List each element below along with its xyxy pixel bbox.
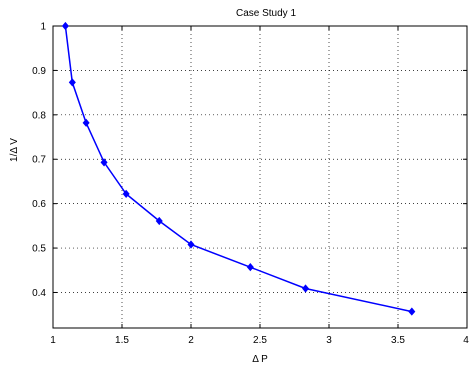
x-tick-label: 4	[463, 335, 469, 346]
y-tick-label: 0.8	[32, 110, 46, 121]
data-point-marker	[187, 240, 195, 249]
x-axis-label: Δ P	[252, 354, 268, 365]
grid-lines	[53, 26, 467, 328]
x-tick-label: 2	[188, 335, 194, 346]
data-point-marker	[61, 21, 69, 31]
y-tick-label: 0.4	[32, 288, 46, 299]
axis-ticks: 1 1.5 2 2.5 3 3.5 4 0.4 0.5 0.6 0.7 0.8 0.9 1	[32, 22, 469, 347]
x-tick-label: 1.5	[115, 335, 129, 346]
y-tick-label: 1	[40, 22, 46, 33]
data-point-marker	[82, 118, 90, 127]
x-tick-label: 3.5	[391, 335, 405, 346]
data-point-marker	[100, 158, 108, 167]
data-point-marker	[302, 284, 310, 293]
data-point-marker	[68, 78, 76, 87]
chart-title: Case Study 1	[236, 8, 296, 19]
y-tick-label: 0.7	[32, 155, 46, 166]
series-line	[64, 25, 412, 313]
x-tick-label: 2.5	[253, 335, 267, 346]
data-point-marker	[408, 307, 416, 316]
y-tick-label: 0.9	[32, 66, 46, 77]
y-axis-label: 1/Δ V	[9, 138, 20, 162]
x-tick-label: 1	[50, 335, 56, 346]
data-point-marker	[246, 263, 254, 272]
y-tick-label: 0.6	[32, 199, 46, 210]
x-tick-label: 3	[326, 335, 332, 346]
y-tick-label: 0.5	[32, 244, 46, 255]
data-point-marker	[122, 189, 130, 198]
series-layer	[61, 21, 416, 316]
data-point-marker	[155, 216, 163, 226]
